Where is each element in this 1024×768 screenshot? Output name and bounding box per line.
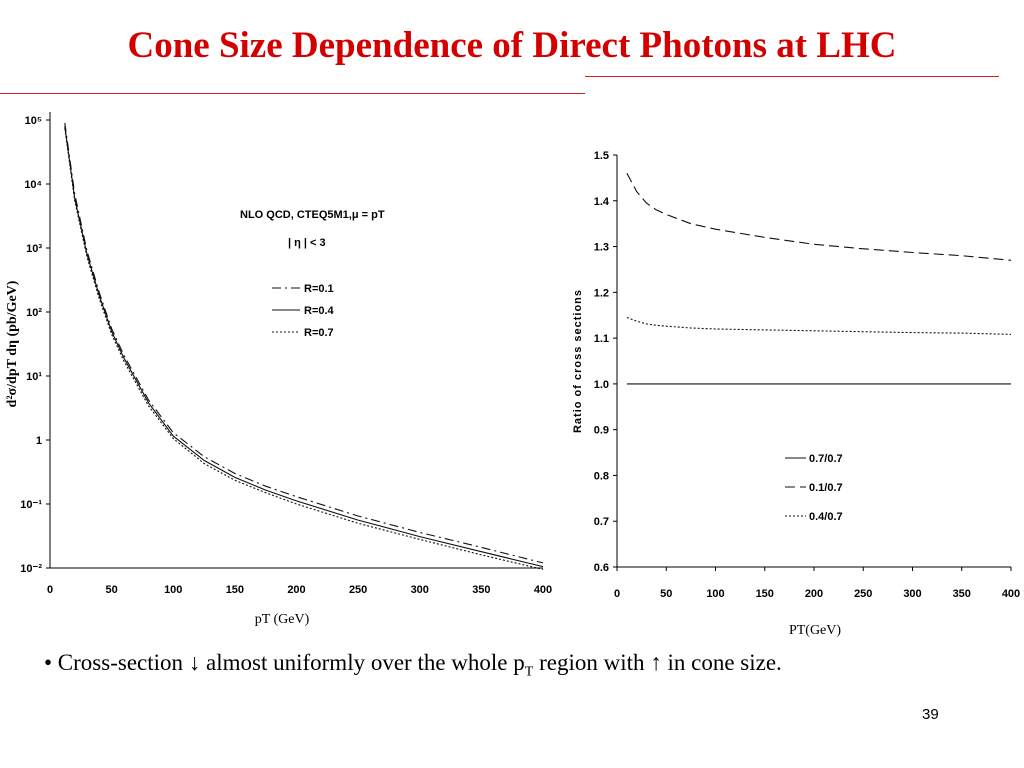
page-number: 39 bbox=[922, 706, 939, 723]
x-tick-label: 300 bbox=[411, 584, 429, 596]
x-tick-label: 350 bbox=[472, 584, 490, 596]
y-tick-label: 0.9 bbox=[594, 425, 609, 437]
y-tick-label: 10¹ bbox=[26, 371, 42, 383]
bullet-text: • Cross-section ↓ almost uniformly over … bbox=[44, 650, 782, 681]
legend-label: R=0.1 bbox=[304, 283, 334, 295]
y-tick-label: 1 bbox=[36, 435, 42, 447]
annotation-line-2: | η | < 3 bbox=[288, 237, 326, 249]
legend-label: 0.4/0.7 bbox=[809, 511, 843, 523]
x-tick-label: 100 bbox=[706, 588, 724, 600]
y-tick-label: 10⁴ bbox=[24, 179, 42, 191]
x-tick-label: 400 bbox=[534, 584, 552, 596]
bullet-subscript: T bbox=[524, 664, 534, 680]
y-tick-label: 1.5 bbox=[594, 150, 609, 162]
x-tick-label: 150 bbox=[226, 584, 244, 596]
down-arrow-icon: ↓ bbox=[188, 650, 201, 675]
bullet-middle: almost uniformly over the whole p bbox=[200, 650, 525, 675]
y-tick-label: 10² bbox=[26, 307, 42, 319]
y-tick-label: 10³ bbox=[26, 243, 42, 255]
y-tick-label: 1.1 bbox=[594, 333, 609, 345]
y-axis-label: Ratio of cross sections bbox=[572, 289, 584, 433]
slide-title: Cone Size Dependence of Direct Photons a… bbox=[127, 25, 897, 66]
x-tick-label: 50 bbox=[106, 584, 118, 596]
ratio-chart: 0 50 100 150 200 250 300 350 400 0.6 0.7 0.8 0.9 1.0 1… bbox=[572, 150, 1020, 638]
x-tick-label: 0 bbox=[47, 584, 53, 596]
series-line-2 bbox=[626, 316, 1012, 335]
y-tick-label: 10⁻¹ bbox=[20, 499, 42, 511]
title-rule-right bbox=[585, 76, 999, 77]
y-tick-label: 1.2 bbox=[594, 287, 609, 299]
title-rule-left bbox=[0, 93, 585, 94]
bullet-suffix-b: in cone size. bbox=[661, 650, 782, 675]
x-tick-label: 100 bbox=[164, 584, 182, 596]
x-tick-label: 400 bbox=[1002, 588, 1020, 600]
x-tick-label: 250 bbox=[854, 588, 872, 600]
x-tick-label: 50 bbox=[660, 588, 672, 600]
x-tick-label: 200 bbox=[287, 584, 305, 596]
y-tick-label: 0.7 bbox=[594, 516, 609, 528]
legend-label: R=0.4 bbox=[304, 305, 335, 317]
bullet-prefix: • Cross-section bbox=[44, 650, 189, 675]
series-line-1 bbox=[64, 126, 544, 568]
legend-label: R=0.7 bbox=[304, 327, 334, 339]
y-tick-label: 10⁻² bbox=[20, 563, 42, 575]
y-tick-label: 1.4 bbox=[594, 196, 610, 208]
bullet-suffix-a: region with bbox=[533, 650, 651, 675]
y-tick-label: 10⁵ bbox=[25, 115, 42, 127]
y-tick-label: 1.0 bbox=[594, 379, 609, 391]
cross-section-chart: 0 50 100 150 200 250 300 350 400 10⁻² 10⁻¹ 1 10¹ 10² 1… bbox=[5, 112, 552, 627]
y-axis-label: d²σ/dpT dη (pb/GeV) bbox=[5, 280, 20, 407]
y-tick-label: 1.3 bbox=[594, 242, 609, 254]
y-tick-label: 0.6 bbox=[594, 562, 609, 574]
series-line-0 bbox=[64, 122, 544, 564]
series-line-1 bbox=[626, 173, 1012, 261]
up-arrow-icon: ↑ bbox=[650, 650, 662, 675]
y-tick-label: 0.8 bbox=[594, 470, 609, 482]
x-axis-label: pT (GeV) bbox=[255, 612, 310, 627]
x-tick-label: 0 bbox=[614, 588, 620, 600]
legend-label: 0.1/0.7 bbox=[809, 482, 843, 494]
x-tick-label: 150 bbox=[756, 588, 774, 600]
series-line-2 bbox=[64, 128, 544, 570]
x-tick-label: 350 bbox=[953, 588, 971, 600]
annotation-line-1: NLO QCD, CTEQ5M1,μ = pT bbox=[240, 209, 385, 221]
x-tick-label: 250 bbox=[349, 584, 367, 596]
legend-label: 0.7/0.7 bbox=[809, 453, 843, 465]
x-tick-label: 300 bbox=[903, 588, 921, 600]
x-tick-label: 200 bbox=[805, 588, 823, 600]
x-axis-label: PT(GeV) bbox=[789, 623, 841, 638]
